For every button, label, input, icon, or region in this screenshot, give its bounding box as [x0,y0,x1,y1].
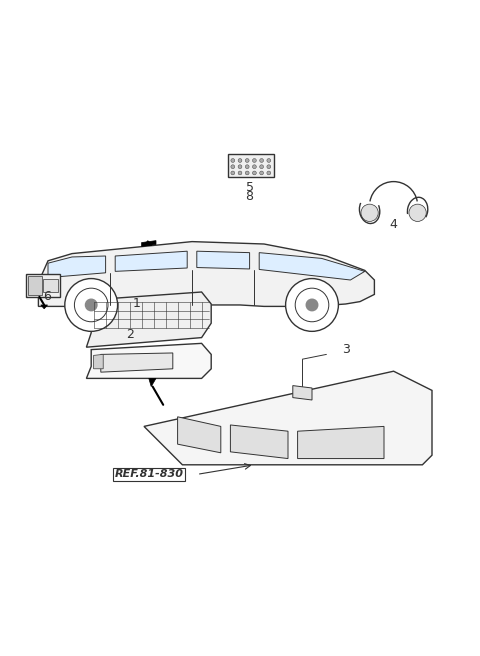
Text: 5: 5 [246,181,253,194]
Polygon shape [149,379,156,386]
Polygon shape [26,274,60,297]
Circle shape [245,159,249,163]
Circle shape [267,159,271,163]
Circle shape [286,279,338,331]
Polygon shape [38,285,41,289]
Polygon shape [259,253,365,280]
Polygon shape [144,371,432,465]
Text: 6: 6 [43,291,51,303]
Polygon shape [293,386,312,400]
Circle shape [260,159,264,163]
Polygon shape [41,305,48,309]
Polygon shape [48,256,106,277]
Circle shape [252,159,256,163]
Polygon shape [101,353,173,372]
Circle shape [231,171,235,175]
Circle shape [267,171,271,175]
Circle shape [409,204,426,222]
Text: 4: 4 [390,218,397,232]
Polygon shape [230,425,288,459]
Circle shape [267,165,271,169]
Text: 3: 3 [342,343,349,356]
Polygon shape [197,251,250,269]
Circle shape [238,171,242,175]
Circle shape [295,288,329,321]
Circle shape [65,279,118,331]
Polygon shape [178,417,221,453]
Circle shape [252,165,256,169]
Text: 1: 1 [133,297,141,310]
Polygon shape [144,241,152,245]
Circle shape [245,165,249,169]
Text: 8: 8 [246,190,253,203]
Polygon shape [86,343,211,379]
Polygon shape [28,276,42,295]
Circle shape [260,165,264,169]
Circle shape [245,171,249,175]
Polygon shape [298,426,384,459]
Text: REF.81-830: REF.81-830 [114,470,183,480]
Polygon shape [142,241,156,247]
Circle shape [306,299,318,311]
Circle shape [85,299,97,311]
Circle shape [238,165,242,169]
Text: 2: 2 [126,328,133,340]
Polygon shape [228,154,274,177]
Polygon shape [43,279,58,292]
Circle shape [252,171,256,175]
Circle shape [231,159,235,163]
Circle shape [361,204,378,222]
Polygon shape [38,241,374,306]
Circle shape [260,171,264,175]
Polygon shape [115,251,187,272]
Circle shape [238,159,242,163]
Circle shape [74,288,108,321]
Polygon shape [94,354,103,369]
Polygon shape [86,292,211,347]
Circle shape [231,165,235,169]
